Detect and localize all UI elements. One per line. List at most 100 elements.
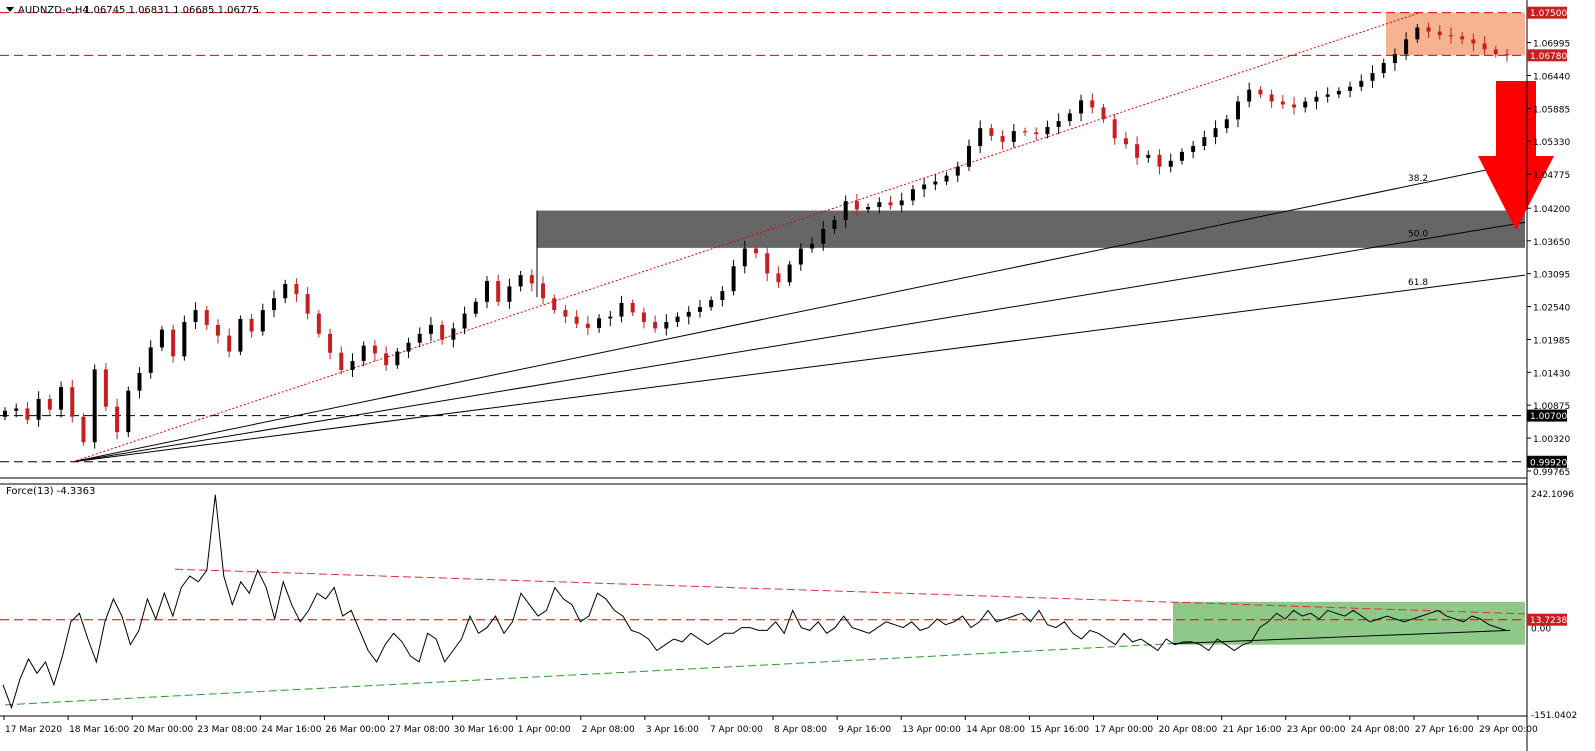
candle-body bbox=[372, 345, 377, 354]
candle-body bbox=[1179, 151, 1184, 161]
time-tick-label: 7 Apr 00:00 bbox=[710, 725, 763, 735]
time-tick-label: 8 Apr 08:00 bbox=[774, 725, 827, 735]
force-trend-support bbox=[4, 643, 1174, 706]
force-levels bbox=[0, 568, 1526, 706]
candle-body bbox=[316, 313, 321, 334]
candle-body bbox=[1034, 132, 1039, 135]
candle-body bbox=[417, 333, 422, 343]
candle-body bbox=[585, 323, 590, 328]
candle-body bbox=[978, 128, 983, 146]
time-tick-label: 9 Apr 16:00 bbox=[838, 725, 891, 735]
candle-body bbox=[249, 318, 254, 332]
candle-body bbox=[910, 189, 915, 201]
force-level-label: 13.7238 bbox=[1530, 616, 1567, 626]
candle-body bbox=[1348, 86, 1353, 91]
candle-body bbox=[1359, 80, 1364, 87]
time-tick-label: 20 Apr 08:00 bbox=[1159, 725, 1218, 735]
fib-fan-label-2: 61.8 bbox=[1408, 278, 1428, 288]
candle-body bbox=[1000, 135, 1005, 142]
time-tick-label: 24 Mar 16:00 bbox=[261, 725, 321, 735]
ohlc-label: 1.06745 1.06831 1.06685 1.06775 bbox=[84, 5, 259, 16]
candle-body bbox=[1090, 100, 1095, 108]
candle-body bbox=[1303, 101, 1308, 108]
candle-body bbox=[1112, 119, 1117, 139]
price-tick-label: 1.05885 bbox=[1533, 105, 1570, 115]
candle-body bbox=[260, 310, 265, 332]
candle-body bbox=[888, 202, 893, 206]
time-tick-label: 14 Apr 08:00 bbox=[966, 725, 1025, 735]
candle-body bbox=[955, 166, 960, 176]
time-axis: 17 Mar 2020 18 Mar 16:00 20 Mar 00:00 23 Ma… bbox=[3, 716, 1538, 735]
level-label: 1.06780 bbox=[1530, 52, 1567, 62]
price-levels bbox=[0, 12, 1525, 463]
level-label: 1.00700 bbox=[1530, 412, 1567, 422]
candle-body bbox=[1482, 43, 1487, 50]
candle-body bbox=[462, 313, 467, 329]
candle-body bbox=[92, 369, 97, 443]
candles bbox=[3, 22, 1509, 449]
candle-body bbox=[697, 307, 702, 312]
time-tick-label: 18 Mar 16:00 bbox=[69, 725, 129, 735]
time-tick-label: 13 Apr 00:00 bbox=[902, 725, 961, 735]
fib-fan-line-0 bbox=[72, 161, 1526, 463]
candle-body bbox=[1437, 31, 1442, 36]
candle-body bbox=[541, 283, 546, 299]
candle-body bbox=[484, 281, 489, 302]
price-zone-support bbox=[537, 210, 1525, 248]
price-tick-label: 1.05330 bbox=[1533, 138, 1570, 148]
candle-body bbox=[641, 312, 646, 322]
candle-body bbox=[877, 202, 882, 208]
price-tick-label: 1.06995 bbox=[1533, 40, 1570, 50]
price-pane: 38.2 50.0 61.8 bbox=[0, 12, 1554, 463]
candle-body bbox=[597, 318, 602, 328]
candle-body bbox=[1471, 39, 1476, 44]
candle-body bbox=[1258, 89, 1263, 95]
candle-body bbox=[630, 302, 635, 313]
candle-body bbox=[765, 253, 770, 274]
candle-body bbox=[451, 328, 456, 340]
candle-body bbox=[1202, 137, 1207, 146]
candle-body bbox=[204, 310, 209, 325]
candle-body bbox=[81, 416, 86, 443]
candle-body bbox=[1415, 27, 1420, 40]
candle-body bbox=[496, 281, 501, 302]
price-tick-label: 1.04775 bbox=[1533, 171, 1570, 181]
collapse-triangle-icon[interactable] bbox=[6, 7, 14, 12]
candle-body bbox=[944, 175, 949, 182]
candle-body bbox=[552, 298, 557, 311]
price-tick-label: 1.00320 bbox=[1533, 435, 1570, 445]
candle-body bbox=[3, 410, 7, 417]
candle-body bbox=[1314, 96, 1319, 102]
candle-body bbox=[1336, 90, 1341, 95]
level-label-box bbox=[1527, 409, 1567, 422]
candle-body bbox=[1123, 138, 1128, 145]
fib-fan-label-0: 38.2 bbox=[1408, 174, 1428, 184]
time-tick-label: 15 Apr 16:00 bbox=[1030, 725, 1089, 735]
candle-body bbox=[720, 291, 725, 301]
candle-body bbox=[473, 301, 478, 314]
time-tick-label: 23 Mar 08:00 bbox=[197, 725, 257, 735]
candle-body bbox=[563, 310, 568, 317]
candle-body bbox=[47, 398, 52, 410]
price-tick-label: 1.02540 bbox=[1533, 304, 1570, 314]
candle-body bbox=[1426, 27, 1431, 32]
candle-body bbox=[361, 345, 366, 362]
candle-body bbox=[59, 387, 64, 410]
candle-body bbox=[675, 316, 680, 322]
candle-body bbox=[529, 275, 534, 284]
candle-body bbox=[810, 243, 815, 249]
candle-body bbox=[395, 351, 400, 366]
fibonacci-fan: 38.2 50.0 61.8 bbox=[72, 12, 1526, 463]
candle-body bbox=[70, 387, 75, 417]
candle-body bbox=[115, 406, 120, 433]
candle-body bbox=[283, 284, 288, 299]
candle-body bbox=[1191, 145, 1196, 152]
candle-body bbox=[1280, 101, 1285, 105]
time-tick-label: 20 Mar 00:00 bbox=[133, 725, 193, 735]
time-tick-label: 17 Mar 2020 bbox=[5, 725, 62, 735]
price-tick-label: 1.06440 bbox=[1533, 72, 1570, 82]
time-tick-label: 3 Apr 16:00 bbox=[646, 725, 699, 735]
candle-body bbox=[922, 184, 927, 190]
level-label-box bbox=[1527, 455, 1567, 468]
candle-body bbox=[709, 300, 714, 308]
